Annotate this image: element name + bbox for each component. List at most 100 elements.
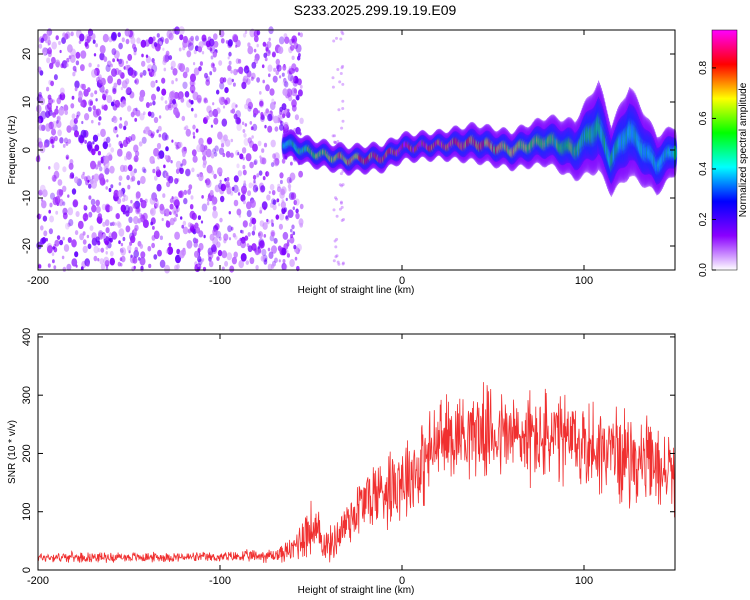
noise-blob (230, 152, 234, 158)
noise-blob (297, 55, 301, 61)
noise-blob (125, 210, 130, 217)
noise-blob (87, 179, 90, 183)
noise-blob (102, 33, 109, 43)
noise-blob (258, 238, 265, 247)
noise-blob (241, 185, 247, 195)
noise-blob (247, 190, 252, 197)
noise-blob (218, 236, 222, 241)
noise-blob (242, 164, 246, 170)
noise-blob (341, 99, 345, 103)
noise-blob (260, 112, 264, 117)
noise-blob (339, 72, 343, 75)
noise-blob (161, 88, 167, 96)
noise-blob (240, 252, 247, 262)
noise-blob (159, 203, 165, 211)
noise-blob (107, 242, 112, 249)
noise-blob (55, 210, 59, 215)
noise-blob (233, 175, 239, 183)
noise-blob (213, 151, 218, 157)
noise-blob (273, 67, 277, 72)
noise-blob (186, 240, 193, 249)
noise-blob (208, 110, 214, 118)
y-tick-label: 100 (21, 503, 33, 521)
noise-blob (243, 137, 249, 146)
noise-blob (235, 104, 238, 108)
noise-blob (145, 54, 149, 58)
noise-blob (141, 60, 146, 67)
noise-blob (148, 68, 155, 78)
noise-blob (103, 166, 107, 170)
noise-blob (286, 253, 290, 258)
noise-blob (283, 122, 287, 127)
noise-blob (214, 145, 219, 152)
noise-blob (92, 39, 96, 44)
noise-blob (155, 79, 158, 84)
noise-blob (179, 34, 184, 41)
noise-blob (162, 47, 165, 51)
noise-blob (164, 171, 169, 178)
noise-blob (91, 237, 98, 246)
noise-blob (159, 235, 163, 241)
noise-blob (201, 258, 205, 262)
noise-blob (178, 141, 183, 148)
noise-blob (236, 69, 239, 73)
noise-blob (116, 134, 119, 138)
noise-blob (340, 126, 344, 130)
noise-blob (331, 76, 335, 80)
spectrogram-x-label: Height of straight line (km) (298, 285, 415, 296)
noise-blob (182, 220, 187, 226)
noise-blob (270, 263, 275, 269)
noise-blob (151, 93, 156, 101)
noise-blob (173, 91, 179, 99)
noise-blob (220, 195, 225, 203)
noise-blob (51, 252, 55, 256)
noise-blob (171, 80, 175, 85)
colorbar-tick-label: 0.8 (698, 61, 709, 75)
noise-blob (172, 196, 179, 206)
noise-blob (127, 184, 131, 190)
noise-blob (118, 240, 121, 245)
noise-blob (335, 254, 339, 258)
noise-blob (274, 257, 278, 263)
noise-blob (295, 126, 301, 135)
noise-blob (287, 183, 292, 189)
noise-blob (157, 249, 162, 257)
noise-blob (191, 167, 195, 173)
noise-blob (206, 164, 213, 174)
noise-blob (100, 156, 104, 161)
noise-blob (297, 32, 301, 36)
noise-blob (279, 75, 282, 79)
noise-blob (286, 239, 290, 244)
noise-blob (189, 84, 196, 93)
noise-blob (100, 263, 106, 270)
noise-blob (259, 206, 263, 212)
noise-blob (102, 93, 106, 100)
noise-blob (264, 124, 267, 129)
noise-blob (252, 123, 258, 131)
noise-blob (182, 71, 188, 79)
noise-blob (230, 138, 234, 143)
noise-blob (135, 150, 140, 157)
noise-blob (100, 77, 106, 86)
noise-blob (101, 106, 105, 110)
noise-blob (206, 105, 212, 114)
noise-blob (180, 97, 185, 103)
noise-blob (129, 241, 133, 246)
noise-blob (164, 100, 168, 104)
noise-blob (111, 68, 117, 77)
noise-blob (232, 82, 236, 87)
noise-blob (200, 220, 204, 224)
noise-blob (291, 99, 297, 108)
noise-blob (293, 76, 296, 82)
noise-blob (41, 200, 47, 209)
spectrogram-y-ticks: -20 -10 0 10 20 (21, 48, 675, 254)
noise-blob (194, 113, 198, 118)
noise-blob (104, 203, 111, 212)
noise-blob (244, 103, 249, 110)
noise-blob (97, 133, 100, 137)
noise-blob (82, 213, 89, 222)
noise-blob (168, 242, 172, 247)
noise-blob (118, 182, 122, 186)
noise-blob (222, 152, 226, 158)
noise-blob (162, 193, 166, 198)
